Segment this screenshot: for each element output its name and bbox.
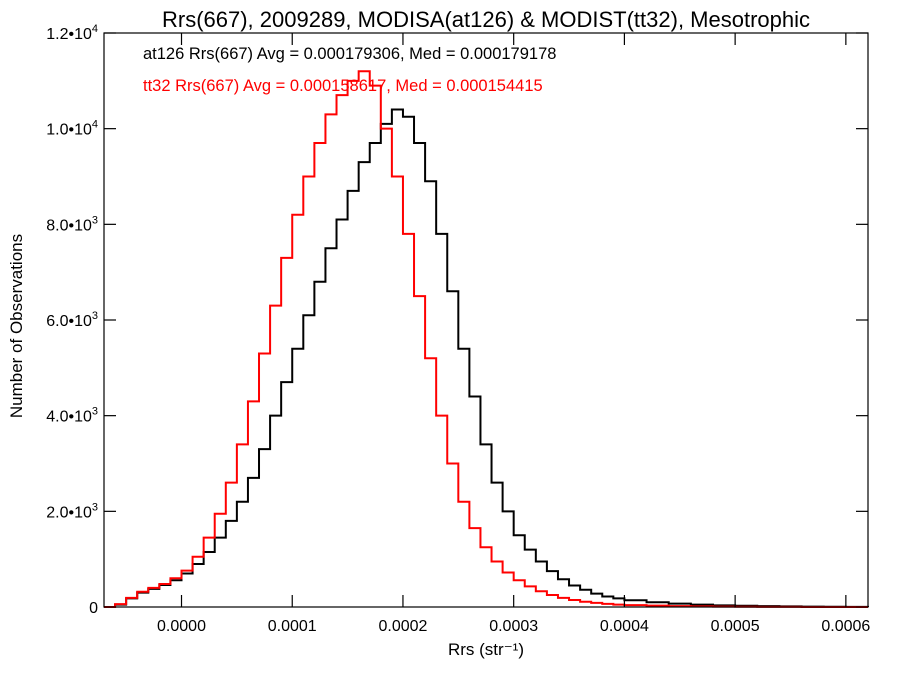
y-axis-label: Number of Observations: [7, 234, 26, 418]
annotation-tt32: tt32 Rrs(667) Avg = 0.000158617, Med = 0…: [143, 77, 543, 95]
y-tick-label-4: 8.0•103: [46, 214, 98, 234]
x-tick-label-4: 0.0004: [600, 618, 649, 635]
series-layer: [104, 70, 869, 608]
y-tick-label-2: 4.0•103: [46, 406, 98, 426]
series-line-1: [104, 70, 868, 608]
plot-frame: [103, 32, 869, 608]
x-tick-label-6: 0.0006: [821, 618, 870, 635]
x-tick-label-1: 0.0001: [268, 618, 317, 635]
y-tick-label-6: 1.2•104: [46, 23, 98, 43]
x-tick-label-5: 0.0005: [711, 618, 760, 635]
y-tick-label-0: 0: [89, 600, 98, 617]
x-axis-label: Rrs (str⁻¹): [448, 640, 524, 659]
annotation-at126: at126 Rrs(667) Avg = 0.000179306, Med = …: [143, 45, 556, 63]
y-tick-label-5: 1.0•104: [46, 119, 98, 139]
x-tick-label-3: 0.0003: [489, 618, 538, 635]
series-line-0: [104, 108, 869, 608]
ticks-layer: 0.0000 0.0001 0.0002 0.0003 0.0004 0.0005 0.00…: [46, 23, 870, 635]
y-tick-label-1: 2.0•103: [46, 501, 98, 521]
x-tick-label-2: 0.0002: [378, 618, 427, 635]
y-tick-label-3: 6.0•103: [46, 310, 98, 330]
x-tick-label-0: 0.0000: [157, 618, 206, 635]
chart-title: Rrs(667), 2009289, MODISA(at126) & MODIS…: [162, 7, 810, 32]
